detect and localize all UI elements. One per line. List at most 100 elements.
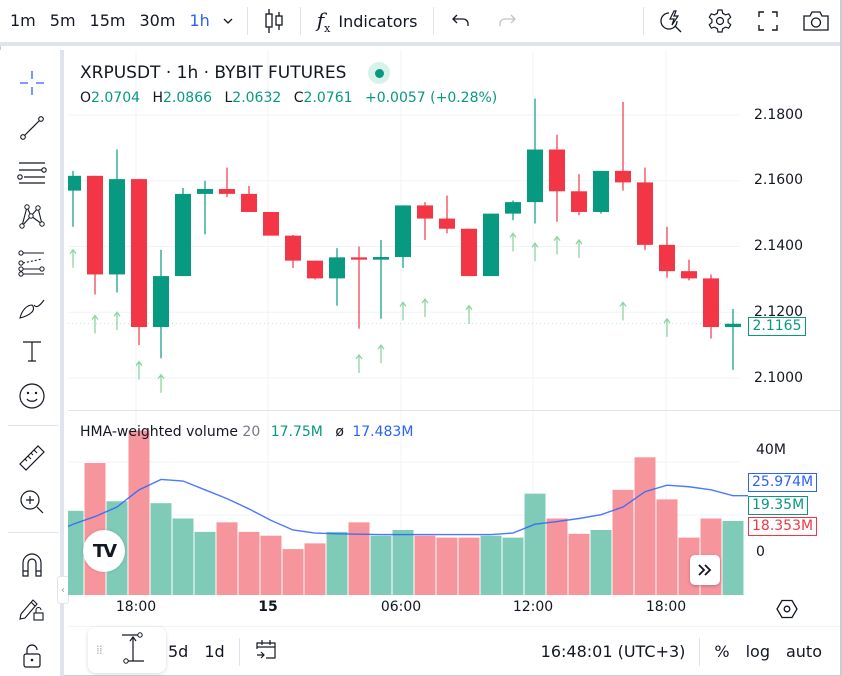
toolbar-divider — [8, 532, 58, 533]
indicators-button[interactable]: fx Indicators — [305, 0, 430, 44]
buy-signal-arrow — [421, 298, 429, 318]
volume-bar — [304, 543, 326, 595]
pane-separator[interactable] — [68, 410, 840, 411]
scroll-to-realtime-button[interactable] — [690, 555, 720, 585]
pattern-icon — [19, 204, 45, 229]
chart-type-button[interactable] — [252, 0, 296, 44]
candle-body — [681, 271, 697, 279]
fib-retracement-tool[interactable] — [14, 245, 50, 281]
redo-button[interactable] — [484, 0, 530, 44]
text-tool[interactable] — [14, 333, 50, 369]
buy-signal-arrow — [553, 235, 561, 255]
volume-bar — [370, 535, 392, 595]
buy-signal-arrow — [69, 248, 77, 268]
volume-bar — [480, 535, 502, 595]
high-key: H — [152, 90, 164, 106]
buy-signal-arrow — [157, 373, 165, 393]
pattern-tool[interactable] — [14, 198, 50, 234]
hma-line — [68, 478, 748, 536]
horizontal-lines-tool[interactable] — [14, 155, 50, 191]
open-value: 2.0704 — [91, 90, 141, 106]
calendar-goto-icon — [256, 639, 276, 659]
volume-bar — [238, 531, 260, 595]
timeframe-1m[interactable]: 1m — [10, 11, 36, 30]
magnet-tool[interactable] — [14, 547, 50, 583]
volume-bar — [282, 549, 304, 595]
price-axis-label: 2.1000 — [754, 370, 803, 386]
buy-signal-arrow — [377, 344, 385, 364]
volume-indicator-legend[interactable]: HMA-weighted volume 20 17.75M ø 17.483M — [80, 424, 413, 440]
buy-signal-arrow — [135, 360, 143, 380]
measure-tool-button[interactable] — [118, 632, 148, 668]
lock-drawings-tool[interactable] — [14, 590, 50, 626]
range-1d[interactable]: 1d — [204, 642, 225, 661]
candle-body — [395, 205, 411, 258]
clock-timezone[interactable]: 16:48:01 (UTC+3) — [540, 642, 686, 661]
bottom-toolbar: 5d 1d 16:48:01 (UTC+3) % log auto — [68, 626, 840, 676]
fib-retracement-icon — [18, 250, 45, 277]
goto-date-button[interactable] — [246, 638, 286, 666]
candle-body — [615, 170, 631, 183]
time-axis-label: 12:00 — [512, 599, 554, 615]
candle-body — [175, 193, 191, 277]
redo-icon — [499, 14, 517, 26]
tradingview-logo[interactable]: TV — [83, 530, 125, 572]
toolbar-divider — [433, 7, 435, 35]
price-axis-label: 2.1800 — [754, 107, 803, 123]
symbol-title[interactable]: XRPUSDT · 1h · BYBIT FUTURES — [80, 63, 347, 83]
volume-value: 17.75M — [270, 424, 323, 440]
toolbar-divider — [238, 637, 240, 666]
brush-tool[interactable] — [14, 290, 50, 326]
ruler-tool[interactable] — [14, 440, 50, 476]
candlestick-icon — [265, 9, 283, 33]
price-chart-canvas[interactable] — [68, 50, 840, 626]
drag-handle-icon[interactable]: ⁞⁞ — [96, 643, 103, 657]
axis-settings-button[interactable] — [776, 598, 798, 624]
settings-button[interactable] — [696, 0, 744, 44]
brush-icon — [19, 299, 45, 319]
lock-drawings-icon — [19, 599, 44, 621]
volume-bar — [502, 537, 524, 595]
time-axis-label: 15 — [258, 599, 278, 615]
zoom-in-tool[interactable] — [14, 484, 50, 520]
close-key: C — [293, 90, 304, 106]
candle-body — [373, 257, 389, 260]
percent-scale-toggle[interactable]: % — [714, 642, 730, 661]
candle-body — [505, 202, 521, 214]
crosshair-icon — [20, 71, 44, 95]
low-value: 2.0632 — [232, 90, 282, 106]
fullscreen-button[interactable] — [744, 0, 792, 44]
trend-line-tool[interactable] — [14, 110, 50, 146]
candle-body — [593, 170, 609, 212]
auto-scale-toggle[interactable]: auto — [785, 642, 822, 661]
log-scale-toggle[interactable]: log — [745, 642, 770, 661]
buy-signal-arrow — [399, 301, 407, 321]
undo-button[interactable] — [438, 0, 484, 44]
volume-bar — [260, 535, 282, 595]
volume-down-tag: 18.353M — [748, 517, 818, 536]
timeframe-30m[interactable]: 30m — [139, 11, 176, 30]
range-5d[interactable]: 5d — [168, 642, 189, 661]
chart-area[interactable]: XRPUSDT · 1h · BYBIT FUTURES O2.0704 H2.… — [68, 50, 840, 626]
toolbar-divider — [299, 7, 301, 35]
toolbar-divider — [699, 637, 701, 666]
timeframe-15m[interactable]: 15m — [89, 11, 126, 30]
floating-drawing-toolbar[interactable]: ⁞⁞ — [88, 627, 166, 673]
timeframe-dropdown-button[interactable] — [217, 0, 243, 44]
candle-body — [549, 149, 565, 192]
buy-signal-arrow — [663, 317, 671, 337]
quick-search-button[interactable] — [648, 0, 696, 44]
gear-icon — [708, 9, 732, 33]
function-fx-icon: fx — [316, 7, 331, 35]
candle-body — [263, 211, 279, 236]
volume-bar — [414, 535, 436, 595]
crosshair-tool[interactable] — [14, 65, 50, 101]
unlock-tool[interactable] — [14, 638, 50, 674]
screenshot-button[interactable] — [792, 0, 840, 44]
volume-bar — [216, 522, 238, 595]
timeframe-1h[interactable]: 1h — [189, 11, 210, 30]
timeframe-5m[interactable]: 5m — [49, 11, 76, 30]
emoji-tool[interactable] — [14, 378, 50, 414]
price-axis-label: 2.1200 — [754, 304, 803, 320]
volume-bar — [436, 537, 458, 595]
